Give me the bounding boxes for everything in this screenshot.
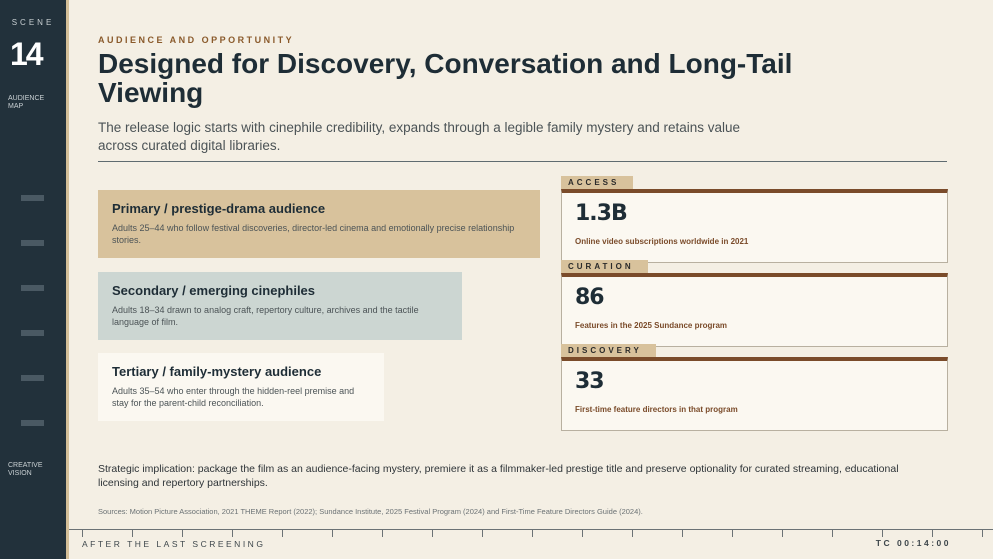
tick bbox=[832, 529, 833, 537]
footer-left: AFTER THE LAST SCREENING bbox=[82, 539, 266, 549]
rule bbox=[98, 161, 947, 162]
footer-right: TC 00:14:00 bbox=[875, 538, 951, 548]
tick bbox=[182, 529, 183, 537]
audience-desc: Adults 35–54 who enter through the hidde… bbox=[112, 386, 355, 408]
scene-label: SCENE bbox=[11, 18, 55, 27]
tick bbox=[82, 529, 83, 537]
title: Designed for Discovery, Conversation and… bbox=[98, 48, 793, 108]
audience-title: Primary / prestige-drama audience bbox=[112, 201, 326, 216]
audience-title: Secondary / emerging cinephiles bbox=[112, 283, 316, 298]
tick bbox=[432, 529, 433, 537]
tick bbox=[782, 529, 783, 537]
tick bbox=[582, 529, 583, 537]
tick bbox=[932, 529, 933, 537]
tick bbox=[482, 529, 483, 537]
nav-bar bbox=[21, 375, 44, 381]
nav-bar bbox=[21, 240, 44, 246]
tick bbox=[732, 529, 733, 537]
audience-desc: Adults 18–34 drawn to analog craft, repe… bbox=[112, 305, 419, 327]
stat-label: DISCOVERY bbox=[561, 344, 656, 357]
stat-card: 86 Features in the 2025 Sundance program bbox=[561, 273, 948, 347]
stat-value: 1.3B bbox=[575, 201, 628, 226]
sidebar: SCENE 14 AUDIENCE MAP CREATIVE VISION bbox=[0, 0, 66, 559]
section-label: AUDIENCE MAP bbox=[8, 95, 45, 110]
tick bbox=[682, 529, 683, 537]
stat-card: 1.3B Online video subscriptions worldwide… bbox=[561, 189, 948, 263]
stat-card: 33 First-time feature directors in that p… bbox=[561, 357, 948, 431]
stat-label: ACCESS bbox=[561, 176, 633, 189]
nav-bar bbox=[21, 285, 44, 291]
tick bbox=[332, 529, 333, 537]
subtitle: The release logic starts with cinephile … bbox=[98, 120, 741, 153]
stripe bbox=[66, 0, 69, 559]
audience-title: Tertiary / family-mystery audience bbox=[112, 364, 322, 379]
stat-label: CURATION bbox=[561, 260, 648, 273]
timeline bbox=[69, 529, 993, 530]
tick bbox=[632, 529, 633, 537]
tick bbox=[132, 529, 133, 537]
audience-card: Tertiary / family-mystery audience Adults… bbox=[98, 353, 384, 421]
implication: Strategic implication: package the film … bbox=[98, 463, 899, 489]
tick bbox=[982, 529, 983, 537]
stat-desc: First-time feature directors in that pro… bbox=[575, 405, 738, 414]
tick bbox=[282, 529, 283, 537]
stat-desc: Online video subscriptions worldwide in … bbox=[575, 237, 749, 246]
nav-bar bbox=[21, 195, 44, 201]
audience-card: Primary / prestige-drama audience Adults … bbox=[98, 190, 540, 258]
stat-desc: Features in the 2025 Sundance program bbox=[575, 321, 728, 330]
sources: Sources: Motion Picture Association, 202… bbox=[98, 507, 643, 516]
tick bbox=[882, 529, 883, 537]
audience-card: Secondary / emerging cinephiles Adults 18… bbox=[98, 272, 462, 340]
stat-value: 86 bbox=[575, 285, 605, 310]
bottom-label: CREATIVE VISION bbox=[8, 462, 43, 477]
kicker: AUDIENCE AND OPPORTUNITY bbox=[98, 35, 295, 45]
nav-bar bbox=[21, 330, 44, 336]
stat-value: 33 bbox=[575, 369, 605, 394]
tick bbox=[382, 529, 383, 537]
audience-desc: Adults 25–44 who follow festival discove… bbox=[112, 223, 515, 245]
nav-bar bbox=[21, 420, 44, 426]
tick bbox=[232, 529, 233, 537]
tick bbox=[532, 529, 533, 537]
scene-number: 14 bbox=[10, 36, 44, 72]
